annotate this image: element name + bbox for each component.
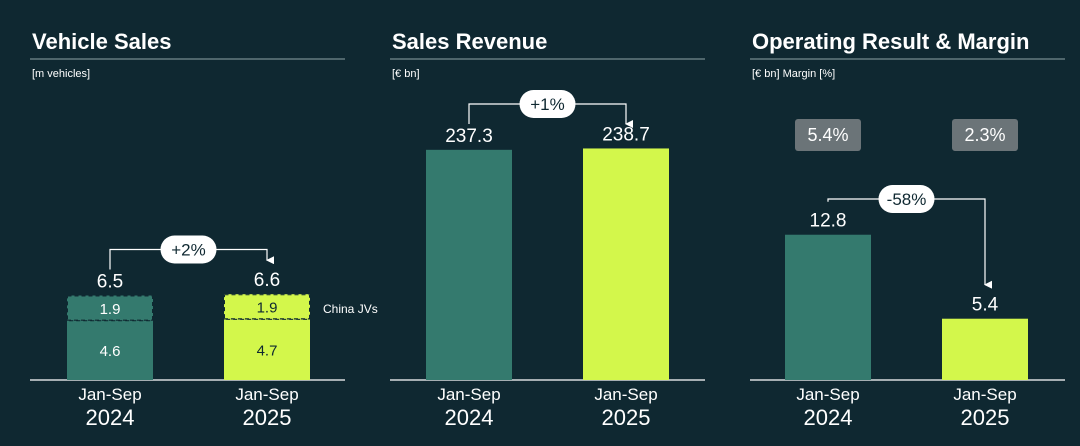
- x-tick-year: 2025: [602, 405, 651, 430]
- change-percent-label: +1%: [530, 95, 565, 114]
- change-percent-label: +2%: [171, 241, 206, 260]
- segment-label-china: 1.9: [257, 300, 278, 317]
- margin-box-2025: [952, 119, 1018, 151]
- change-percent-label: -58%: [887, 190, 927, 209]
- bar-2024: [426, 149, 512, 380]
- value-label-2025: 238.7: [602, 124, 650, 145]
- change-pill: [519, 90, 576, 118]
- china-jv-outline: [224, 294, 310, 320]
- x-tick-year: 2025: [243, 405, 292, 430]
- bar-china-jv-2025: [224, 294, 310, 319]
- x-tick-period: Jan-Sep: [594, 385, 657, 404]
- china-jvs-note: China JVs: [323, 302, 378, 316]
- value-label-2025: 6.6: [254, 270, 280, 291]
- bar-2024: [785, 234, 871, 380]
- bar-base-2025: [224, 318, 310, 380]
- value-label-2024: 237.3: [445, 126, 493, 147]
- margin-box-2024: [795, 119, 861, 151]
- segment-label-base: 4.6: [100, 343, 121, 360]
- bar-base-2024: [67, 320, 153, 380]
- chart-title: Vehicle Sales: [32, 29, 171, 54]
- unit-label: [€ bn] Margin [%]: [752, 68, 835, 80]
- margin-value-2024: 5.4%: [807, 125, 848, 145]
- bar-2025: [583, 148, 669, 380]
- unit-label: [€ bn]: [392, 68, 420, 80]
- x-tick-year: 2024: [445, 405, 494, 430]
- change-pill: [878, 185, 935, 213]
- value-label-2024: 12.8: [810, 211, 847, 232]
- bar-2025: [942, 318, 1028, 380]
- change-pill: [160, 235, 217, 264]
- chart-title: Sales Revenue: [392, 29, 547, 54]
- x-tick-period: Jan-Sep: [953, 385, 1016, 404]
- segment-label-base: 4.7: [257, 342, 278, 359]
- value-label-2025: 5.4: [972, 295, 999, 316]
- x-tick-period: Jan-Sep: [78, 385, 141, 404]
- x-tick-year: 2024: [86, 405, 135, 430]
- value-label-2024: 6.5: [97, 272, 123, 293]
- x-tick-year: 2024: [804, 405, 853, 430]
- china-jv-outline: [67, 295, 153, 322]
- unit-label: [m vehicles]: [32, 68, 90, 80]
- bar-china-jv-2024: [67, 295, 153, 321]
- chart-title: Operating Result & Margin: [752, 29, 1029, 54]
- segment-label-china: 1.9: [100, 301, 121, 318]
- x-tick-period: Jan-Sep: [437, 385, 500, 404]
- x-tick-year: 2025: [961, 405, 1010, 430]
- x-tick-period: Jan-Sep: [796, 385, 859, 404]
- margin-value-2025: 2.3%: [964, 125, 1005, 145]
- x-tick-period: Jan-Sep: [235, 385, 298, 404]
